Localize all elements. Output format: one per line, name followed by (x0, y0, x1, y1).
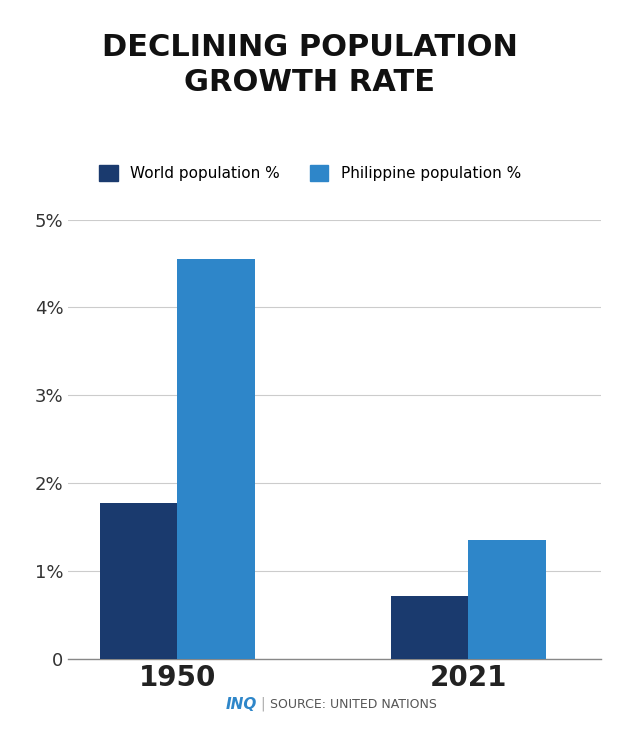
Bar (100, 504, 177, 659)
Text: DECLINING POPULATION
GROWTH RATE: DECLINING POPULATION GROWTH RATE (102, 33, 518, 97)
Legend: World population %, Philippine population %: World population %, Philippine populatio… (99, 165, 521, 181)
Bar (177, 259, 255, 659)
Text: INQ: INQ (226, 697, 257, 712)
Bar (468, 540, 546, 659)
Text: |: | (260, 697, 265, 712)
Text: SOURCE: UNITED NATIONS: SOURCE: UNITED NATIONS (270, 698, 436, 711)
Bar (391, 596, 468, 659)
